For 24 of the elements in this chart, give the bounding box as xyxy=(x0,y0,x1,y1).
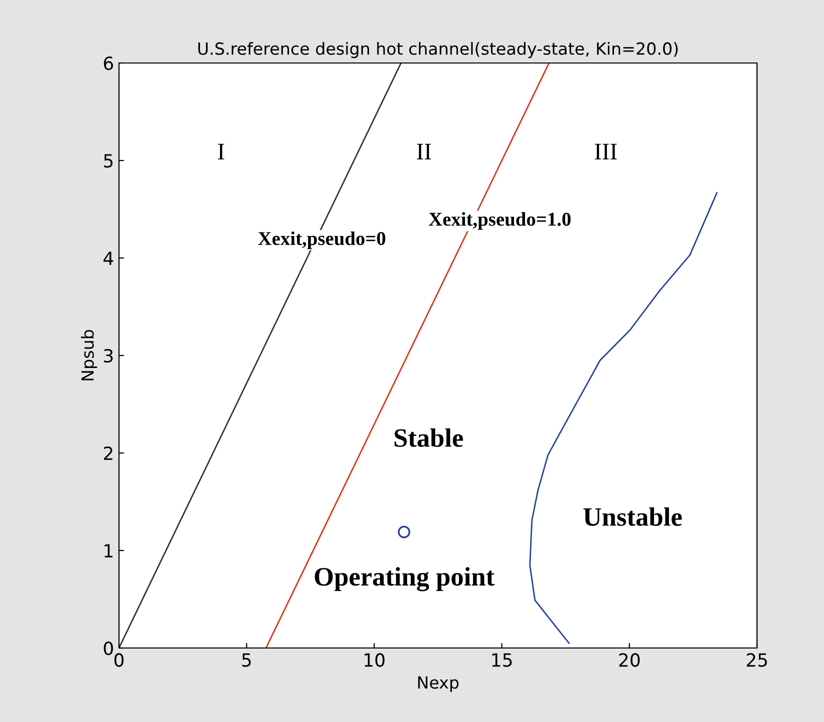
y-axis-title: Npsub xyxy=(80,330,98,380)
annotation: II xyxy=(416,144,431,160)
y-tick-label: 0 xyxy=(104,641,113,656)
annotation: III xyxy=(594,144,617,160)
x-axis-title: Nexp xyxy=(418,676,459,692)
x-tick-label: 10 xyxy=(364,653,384,667)
chart-title: U.S.reference design hot channel(steady-state, Kin=20.0) xyxy=(198,42,678,58)
x-tick-label: 25 xyxy=(746,653,767,667)
annotation: Stable xyxy=(394,428,463,447)
x-tick-label: 0 xyxy=(114,653,124,667)
x-tick-label: 5 xyxy=(242,653,251,667)
annotation: Xexit,pseudo=0 xyxy=(258,231,386,250)
y-tick-label: 6 xyxy=(104,56,113,70)
x-tick-label: 20 xyxy=(619,653,640,667)
annotation: Xexit,pseudo=1.0 xyxy=(428,212,571,230)
y-tick-label: 4 xyxy=(104,252,114,265)
annotation: I xyxy=(218,144,224,160)
annotation: Unstable xyxy=(583,507,682,526)
y-tick-label: 3 xyxy=(104,348,113,363)
y-tick-label: 1 xyxy=(104,544,112,558)
y-tick-label: 5 xyxy=(104,154,113,168)
x-tick-label: 15 xyxy=(492,653,512,667)
annotation: Operating point xyxy=(314,567,494,592)
y-tick-label: 2 xyxy=(104,446,112,460)
